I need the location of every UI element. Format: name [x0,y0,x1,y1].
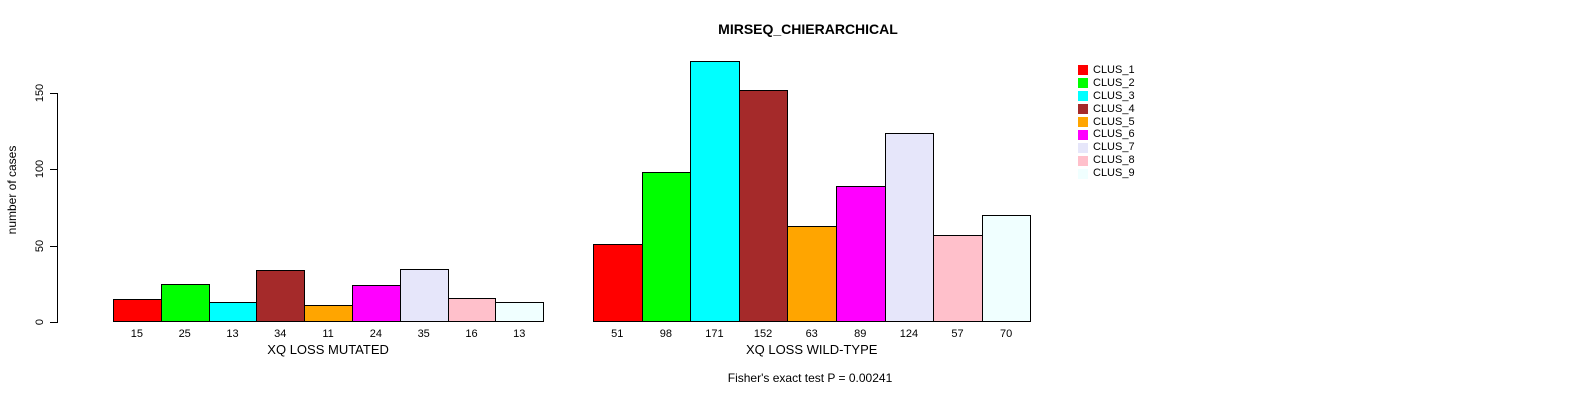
bar-value-clus_9-wildtype: 70 [999,328,1013,340]
y-tick-label-0: 0 [34,318,46,326]
bar-group-wildtype [593,0,1032,322]
bar-group-mutated [113,0,545,322]
legend-swatch-clus_5 [1078,117,1088,127]
bar-clus_5-mutated [304,305,353,322]
bar-clus_9-wildtype [981,215,1032,322]
legend-label-clus_5: CLUS_5 [1093,115,1135,128]
bar-value-clus_8-wildtype: 57 [951,328,964,340]
bar-value-clus_7-wildtype: 124 [899,328,919,340]
legend-item-clus_7: CLUS_7 [1078,141,1135,154]
bar-value-clus_8-mutated: 16 [465,328,478,340]
bar-value-clus_1-wildtype: 51 [611,328,624,340]
y-axis-label: number of cases [5,145,19,235]
y-tick-label-100: 100 [34,160,46,179]
bar-clus_5-wildtype [787,226,837,322]
bar-value-clus_2-wildtype: 98 [659,328,673,340]
legend-label-clus_7: CLUS_7 [1093,141,1135,154]
bar-value-clus_5-wildtype: 63 [805,328,818,340]
legend: CLUS_1 CLUS_2 CLUS_3 CLUS_4 CLUS_5 CLUS_6 CLUS… [1078,64,1135,180]
bar-clus_8-wildtype [933,235,983,322]
bar-clus_7-mutated [399,269,449,322]
legend-item-clus_2: CLUS_2 [1078,77,1135,90]
legend-swatch-clus_7 [1078,142,1088,153]
bar-value-clus_6-wildtype: 89 [854,328,867,340]
legend-label-clus_6: CLUS_6 [1093,128,1135,141]
legend-swatch-clus_6 [1078,129,1088,140]
bar-clus_4-wildtype [738,90,789,322]
bar-value-clus_7-mutated: 35 [417,328,430,340]
bar-clus_1-wildtype [593,244,643,322]
legend-swatch-clus_1 [1078,65,1088,76]
bar-value-clus_9-mutated: 13 [513,328,526,340]
bar-value-clus_6-mutated: 24 [369,328,383,340]
bar-clus_6-wildtype [836,186,886,322]
fisher-test-annotation: Fisher's exact test P = 0.00241 [727,371,893,385]
bar-value-clus_4-mutated: 34 [274,328,287,340]
legend-item-clus_4: CLUS_4 [1078,103,1135,116]
bar-clus_9-mutated [495,302,545,322]
legend-item-clus_1: CLUS_1 [1078,64,1135,77]
bar-clus_4-mutated [256,270,306,322]
legend-item-clus_6: CLUS_6 [1078,128,1135,141]
legend-item-clus_3: CLUS_3 [1078,90,1135,103]
y-tick-mark-0 [50,322,58,323]
bar-value-clus_1-mutated: 15 [130,328,144,340]
y-tick-label-50: 50 [34,239,46,252]
legend-item-clus_9: CLUS_9 [1078,167,1135,180]
y-tick-mark-50 [50,245,58,247]
bar-value-clus_4-wildtype: 152 [753,328,773,340]
bar-value-clus_3-wildtype: 171 [705,328,724,340]
legend-label-clus_9: CLUS_9 [1093,167,1135,180]
bar-clus_1-mutated [113,299,162,322]
bar-value-clus_2-mutated: 25 [178,328,191,340]
legend-label-clus_8: CLUS_8 [1093,154,1135,167]
legend-swatch-clus_8 [1078,155,1088,166]
y-tick-mark-150 [50,93,58,94]
y-tick-mark-100 [50,169,58,171]
legend-label-clus_4: CLUS_4 [1093,102,1135,115]
legend-label-clus_3: CLUS_3 [1093,89,1135,102]
y-tick-label-150: 150 [34,83,46,103]
bar-clus_6-mutated [352,285,401,322]
legend-swatch-clus_9 [1078,168,1088,179]
legend-label-clus_1: CLUS_1 [1093,63,1135,76]
bar-value-clus_5-mutated: 11 [322,328,334,340]
legend-item-clus_8: CLUS_8 [1078,154,1135,167]
legend-label-clus_2: CLUS_2 [1093,76,1135,89]
bar-clus_7-wildtype [884,133,935,322]
bar-clus_2-wildtype [641,172,692,322]
bar-clus_2-mutated [160,284,210,322]
legend-item-clus_5: CLUS_5 [1078,116,1135,129]
legend-swatch-clus_2 [1078,78,1088,89]
bar-value-clus_3-mutated: 13 [226,328,239,340]
bar-clus_3-wildtype [690,61,740,322]
bar-clus_3-mutated [208,302,258,322]
chart-title: MIRSEQ_CHIERARCHICAL [718,21,898,37]
x-axis-label-mutated: XQ LOSS MUTATED [267,342,389,357]
x-axis-label-wildtype: XQ LOSS WILD-TYPE [745,342,878,357]
bar-clus_8-mutated [447,298,497,322]
legend-swatch-clus_3 [1078,91,1088,102]
y-axis-line [57,93,58,323]
legend-swatch-clus_4 [1078,104,1088,115]
